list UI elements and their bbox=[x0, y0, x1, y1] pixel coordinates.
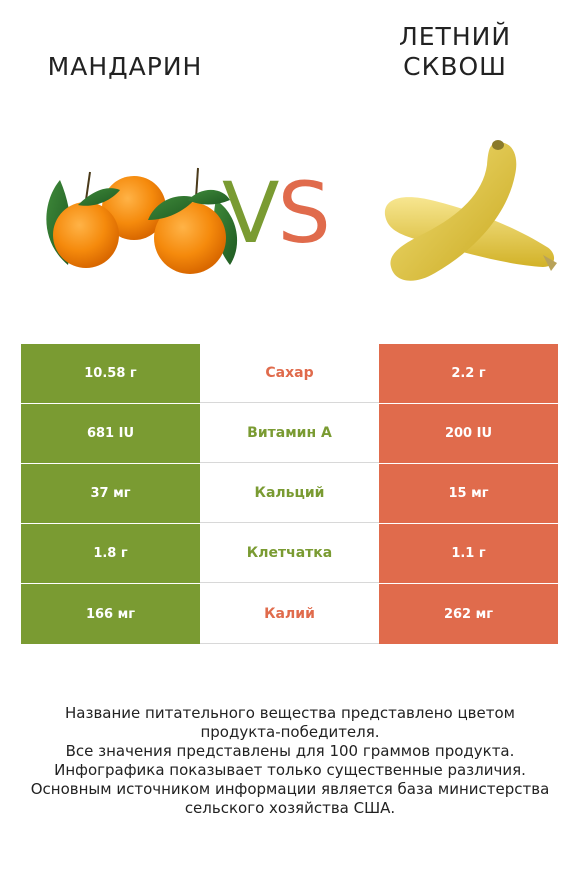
right-value: 15 мг bbox=[379, 464, 558, 523]
table-row: 1.8 г Клетчатка 1.1 г bbox=[21, 524, 558, 584]
left-value: 166 мг bbox=[21, 584, 200, 644]
right-value: 262 мг bbox=[379, 584, 558, 644]
footer-line: продукта-победителя. bbox=[200, 723, 380, 741]
versus-v: V bbox=[222, 164, 279, 262]
footer-line: сельского хозяйства США. bbox=[184, 799, 396, 817]
versus-s: S bbox=[277, 164, 330, 262]
summer-squash-image bbox=[384, 140, 557, 281]
footer-note: Название питательного вещества представл… bbox=[20, 704, 560, 818]
left-value: 681 IU bbox=[21, 404, 200, 463]
table-row: 37 мг Кальций 15 мг bbox=[21, 464, 558, 524]
right-product-name-line1: ЛЕТНИЙ bbox=[398, 22, 512, 51]
table-row: 10.58 г Сахар 2.2 г bbox=[21, 344, 558, 404]
left-value: 10.58 г bbox=[21, 344, 200, 403]
nutrient-label: Сахар bbox=[200, 344, 379, 403]
nutrient-label: Витамин A bbox=[200, 404, 379, 463]
footer-line: Название питательного вещества представл… bbox=[65, 704, 515, 722]
nutrient-label: Калий bbox=[200, 584, 379, 644]
right-product-title: ЛЕТНИЙ СКВОШ bbox=[370, 22, 540, 82]
right-value: 1.1 г bbox=[379, 524, 558, 583]
left-value: 1.8 г bbox=[21, 524, 200, 583]
left-product-name: МАНДАРИН bbox=[47, 52, 203, 81]
mandarin-image bbox=[46, 167, 238, 274]
footer-line: Основным источником информации является … bbox=[30, 780, 550, 798]
left-value: 37 мг bbox=[21, 464, 200, 523]
comparison-table: 10.58 г Сахар 2.2 г 681 IU Витамин A 200… bbox=[21, 344, 558, 644]
nutrient-label: Клетчатка bbox=[200, 524, 379, 583]
nutrient-label: Кальций bbox=[200, 464, 379, 523]
table-row: 166 мг Калий 262 мг bbox=[21, 584, 558, 644]
table-row: 681 IU Витамин A 200 IU bbox=[21, 404, 558, 464]
right-value: 2.2 г bbox=[379, 344, 558, 403]
footer-line: Все значения представлены для 100 граммо… bbox=[65, 742, 515, 760]
versus-label: VS bbox=[222, 168, 331, 258]
right-product-name-line2: СКВОШ bbox=[403, 52, 507, 81]
left-product-title: МАНДАРИН bbox=[40, 52, 210, 82]
footer-line: Инфографика показывает только существенн… bbox=[54, 761, 526, 779]
right-value: 200 IU bbox=[379, 404, 558, 463]
